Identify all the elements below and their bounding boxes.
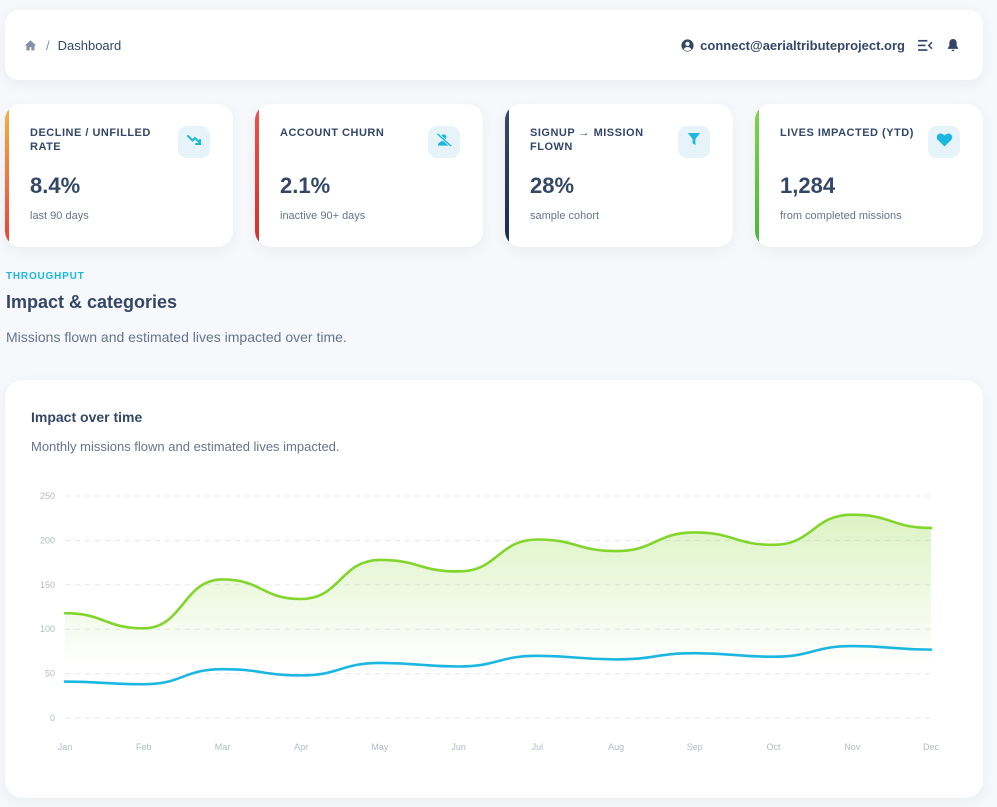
stat-value: 28% bbox=[530, 173, 575, 198]
heart-icon bbox=[936, 132, 953, 152]
y-tick-label: 200 bbox=[40, 535, 55, 545]
data-point[interactable] bbox=[610, 545, 622, 557]
data-point[interactable] bbox=[374, 657, 386, 669]
data-point[interactable] bbox=[59, 607, 71, 619]
y-tick-label: 50 bbox=[45, 669, 55, 679]
stat-subtext: inactive 90+ days bbox=[280, 210, 366, 222]
stat-card-decline-rate: DECLINE / UNFILLED RATE 8.4% last 90 day… bbox=[5, 104, 233, 247]
stat-label: DECLINE / UNFILLED RATE bbox=[30, 127, 151, 153]
section-eyebrow: THROUGHPUT bbox=[6, 271, 85, 282]
card-accent bbox=[5, 104, 9, 247]
user-email: connect@aerialtributeproject.org bbox=[700, 37, 905, 53]
data-point[interactable] bbox=[216, 573, 228, 585]
data-point[interactable] bbox=[768, 651, 780, 663]
data-point[interactable] bbox=[925, 644, 937, 656]
impact-chart-card: Impact over time Monthly missions flown … bbox=[5, 380, 983, 798]
stat-value: 2.1% bbox=[280, 173, 331, 198]
user-slash-icon bbox=[435, 132, 453, 153]
breadcrumb-separator: / bbox=[46, 37, 50, 53]
breadcrumb: / Dashboard bbox=[22, 37, 121, 53]
breadcrumb-current: Dashboard bbox=[57, 37, 122, 53]
x-tick-label: Jul bbox=[532, 742, 544, 752]
impact-line-chart: 0 50 100 150 200 250 Jan Feb Mar Apr May Jun Jul Aug… bbox=[40, 491, 940, 752]
data-point[interactable] bbox=[846, 640, 858, 652]
y-tick-label: 100 bbox=[40, 624, 55, 634]
stat-card-signup-conversion: SIGNUP → MISSION FLOWN 28% sample cohort bbox=[505, 104, 733, 247]
stat-label: LIVES IMPACTED (YTD) bbox=[780, 127, 914, 139]
card-accent bbox=[755, 104, 759, 247]
data-point[interactable] bbox=[138, 678, 150, 690]
funnel-icon bbox=[687, 132, 701, 152]
chart-title: Impact over time bbox=[31, 409, 143, 425]
bell-icon[interactable] bbox=[945, 37, 961, 53]
x-tick-label: Aug bbox=[608, 742, 624, 752]
x-tick-label: Mar bbox=[215, 742, 231, 752]
stat-value: 8.4% bbox=[30, 173, 81, 198]
data-point[interactable] bbox=[925, 522, 937, 534]
x-tick-label: Oct bbox=[767, 742, 782, 752]
data-point[interactable] bbox=[374, 554, 386, 566]
data-point[interactable] bbox=[768, 539, 780, 551]
stat-badge bbox=[928, 126, 960, 158]
section-description: Missions flown and estimated lives impac… bbox=[6, 329, 347, 345]
menu-collapse-icon[interactable] bbox=[917, 37, 933, 53]
section-title: Impact & categories bbox=[6, 292, 178, 312]
x-tick-label: Feb bbox=[136, 742, 152, 752]
series-area-0 bbox=[65, 514, 931, 718]
top-navbar: / Dashboard connect@aerialtributeproject… bbox=[5, 10, 983, 80]
stat-value: 1,284 bbox=[780, 173, 836, 198]
data-point[interactable] bbox=[295, 593, 307, 605]
data-point[interactable] bbox=[138, 622, 150, 634]
user-circle-icon bbox=[679, 37, 695, 53]
chart-subtitle: Monthly missions flown and estimated liv… bbox=[31, 439, 340, 454]
y-tick-label: 250 bbox=[40, 491, 55, 501]
data-point[interactable] bbox=[846, 509, 858, 521]
x-tick-label: Apr bbox=[294, 742, 308, 752]
data-point[interactable] bbox=[453, 565, 465, 577]
stat-label: ACCOUNT CHURN bbox=[280, 127, 385, 139]
home-icon[interactable] bbox=[22, 37, 38, 53]
data-point[interactable] bbox=[531, 650, 543, 662]
stat-subtext: last 90 days bbox=[30, 210, 89, 222]
series-line-0 bbox=[63, 513, 933, 630]
x-tick-label: Nov bbox=[844, 742, 861, 752]
data-point[interactable] bbox=[453, 660, 465, 672]
x-tick-label: Jun bbox=[451, 742, 466, 752]
user-account[interactable]: connect@aerialtributeproject.org bbox=[679, 37, 905, 53]
data-point[interactable] bbox=[689, 647, 701, 659]
y-tick-label: 150 bbox=[40, 580, 55, 590]
data-point[interactable] bbox=[295, 669, 307, 681]
data-point[interactable] bbox=[216, 663, 228, 675]
card-accent bbox=[505, 104, 509, 247]
x-tick-label: Jan bbox=[58, 742, 73, 752]
stat-subtext: from completed missions bbox=[780, 210, 902, 222]
stat-subtext: sample cohort bbox=[530, 210, 600, 222]
stat-badge bbox=[428, 126, 460, 158]
stat-label: SIGNUP → MISSION FLOWN bbox=[530, 127, 644, 153]
data-point[interactable] bbox=[59, 676, 71, 688]
stat-card-lives-impacted: LIVES IMPACTED (YTD) 1,284 from complete… bbox=[755, 104, 983, 247]
stat-badge bbox=[178, 126, 210, 158]
x-tick-label: Sep bbox=[687, 742, 703, 752]
data-point[interactable] bbox=[531, 534, 543, 546]
x-tick-label: Dec bbox=[923, 742, 940, 752]
stat-badge bbox=[678, 126, 710, 158]
data-point[interactable] bbox=[610, 653, 622, 665]
x-tick-label: May bbox=[371, 742, 389, 752]
data-point[interactable] bbox=[689, 526, 701, 538]
trending-down-icon bbox=[186, 132, 202, 153]
stat-card-account-churn: ACCOUNT CHURN 2.1% inactive 90+ days bbox=[255, 104, 483, 247]
series-line-1 bbox=[63, 644, 933, 686]
card-accent bbox=[255, 104, 259, 247]
y-tick-label: 0 bbox=[50, 713, 55, 723]
